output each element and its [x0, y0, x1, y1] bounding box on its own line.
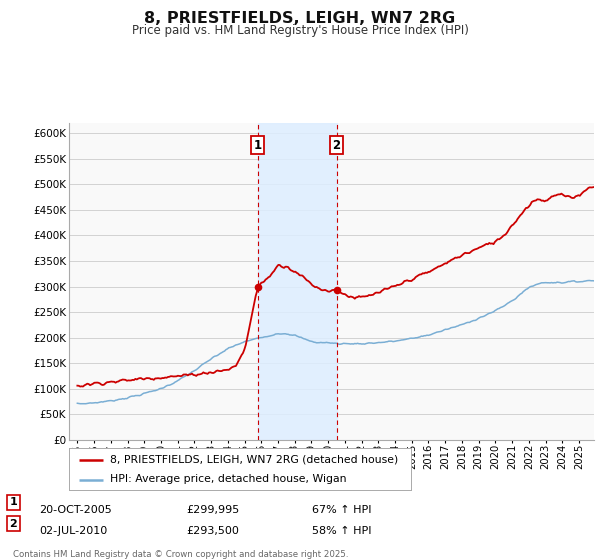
Text: 58% ↑ HPI: 58% ↑ HPI — [312, 526, 371, 536]
Text: 2: 2 — [332, 139, 341, 152]
Text: 02-JUL-2010: 02-JUL-2010 — [39, 526, 107, 536]
Text: 8, PRIESTFIELDS, LEIGH, WN7 2RG: 8, PRIESTFIELDS, LEIGH, WN7 2RG — [145, 11, 455, 26]
Text: Contains HM Land Registry data © Crown copyright and database right 2025.
This d: Contains HM Land Registry data © Crown c… — [13, 550, 349, 560]
Text: £293,500: £293,500 — [186, 526, 239, 536]
Text: 67% ↑ HPI: 67% ↑ HPI — [312, 505, 371, 515]
Text: Price paid vs. HM Land Registry's House Price Index (HPI): Price paid vs. HM Land Registry's House … — [131, 24, 469, 36]
Text: 8, PRIESTFIELDS, LEIGH, WN7 2RG (detached house): 8, PRIESTFIELDS, LEIGH, WN7 2RG (detache… — [110, 455, 398, 465]
Text: 1: 1 — [10, 497, 17, 507]
Text: 20-OCT-2005: 20-OCT-2005 — [39, 505, 112, 515]
Bar — [258, 123, 337, 440]
Text: 2: 2 — [10, 519, 17, 529]
Text: HPI: Average price, detached house, Wigan: HPI: Average price, detached house, Wiga… — [110, 474, 347, 484]
Text: 1: 1 — [254, 139, 262, 152]
Text: £299,995: £299,995 — [186, 505, 239, 515]
